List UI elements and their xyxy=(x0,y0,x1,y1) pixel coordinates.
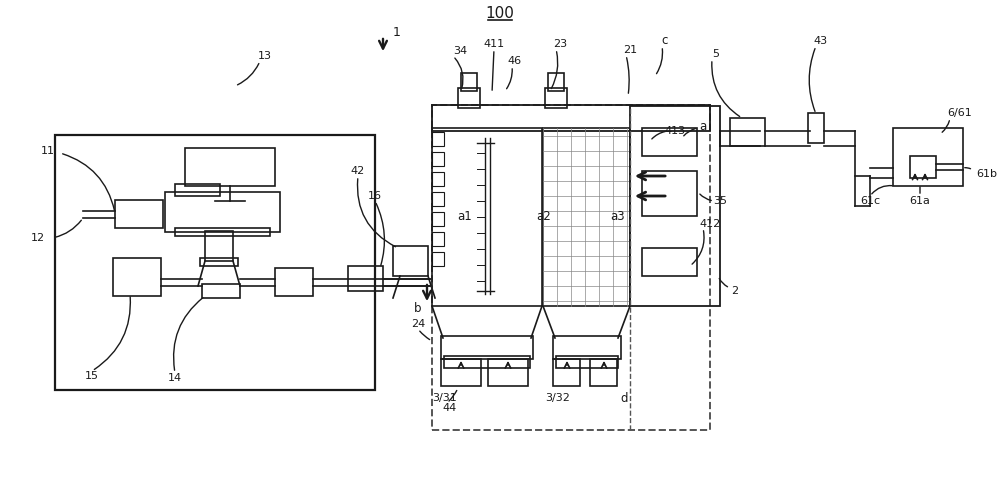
Bar xyxy=(185,148,275,186)
Bar xyxy=(432,105,710,131)
Bar xyxy=(432,232,444,246)
Bar xyxy=(393,246,428,276)
Bar xyxy=(893,128,963,186)
Bar xyxy=(55,135,375,390)
Bar xyxy=(432,212,444,226)
Bar xyxy=(432,128,542,306)
Text: 46: 46 xyxy=(508,56,522,66)
Text: c: c xyxy=(662,35,668,48)
Bar xyxy=(488,359,528,386)
Text: a3: a3 xyxy=(611,209,625,223)
Bar xyxy=(202,284,240,298)
Text: 61a: 61a xyxy=(910,196,930,206)
Text: b: b xyxy=(414,302,422,315)
Bar xyxy=(205,231,233,261)
Bar xyxy=(543,128,630,306)
Text: a2: a2 xyxy=(537,209,551,223)
Text: 11: 11 xyxy=(41,146,55,156)
Text: 21: 21 xyxy=(623,45,637,55)
Text: 44: 44 xyxy=(443,403,457,413)
Bar xyxy=(432,192,444,206)
Text: 24: 24 xyxy=(411,319,425,329)
Bar xyxy=(165,192,280,232)
Text: 3/31: 3/31 xyxy=(433,393,457,403)
Bar xyxy=(590,359,617,386)
Text: 411: 411 xyxy=(483,39,505,49)
Text: 413: 413 xyxy=(664,126,686,136)
Bar xyxy=(545,88,567,108)
Bar xyxy=(175,184,220,196)
Bar xyxy=(730,118,765,146)
Text: 3/32: 3/32 xyxy=(546,393,570,403)
Bar xyxy=(432,105,710,430)
Bar xyxy=(175,228,270,236)
Text: 16: 16 xyxy=(368,191,382,201)
Bar xyxy=(348,266,383,291)
Bar xyxy=(200,258,238,266)
Text: a: a xyxy=(699,120,707,133)
Text: 1: 1 xyxy=(393,27,401,39)
Bar xyxy=(432,152,444,166)
Text: 34: 34 xyxy=(453,46,467,56)
Bar xyxy=(432,132,444,146)
Text: 100: 100 xyxy=(486,6,514,21)
Bar xyxy=(461,73,477,91)
Text: 35: 35 xyxy=(713,196,727,206)
Text: 13: 13 xyxy=(258,51,272,61)
Bar xyxy=(642,248,697,276)
Text: 43: 43 xyxy=(813,36,827,46)
Bar xyxy=(642,128,697,156)
Bar xyxy=(910,156,936,178)
Bar xyxy=(441,359,481,386)
Text: 14: 14 xyxy=(168,373,182,383)
Text: 412: 412 xyxy=(699,219,721,229)
Bar xyxy=(115,200,163,228)
Text: 12: 12 xyxy=(31,233,45,243)
Bar xyxy=(556,356,618,368)
Text: d: d xyxy=(620,392,628,404)
Text: a1: a1 xyxy=(458,209,472,223)
Bar xyxy=(630,106,720,306)
Bar xyxy=(441,336,533,359)
Bar xyxy=(432,172,444,186)
Text: 23: 23 xyxy=(553,39,567,49)
Text: 15: 15 xyxy=(85,371,99,381)
Bar xyxy=(275,268,313,296)
Text: 6/61: 6/61 xyxy=(948,108,972,118)
Bar xyxy=(432,252,444,266)
Bar xyxy=(808,113,824,143)
Text: 42: 42 xyxy=(351,166,365,176)
Bar xyxy=(548,73,564,91)
Text: 5: 5 xyxy=(712,49,720,59)
Bar xyxy=(444,356,530,368)
Bar xyxy=(553,336,621,359)
Bar xyxy=(553,359,580,386)
Bar xyxy=(642,171,697,216)
Text: 61c: 61c xyxy=(860,196,880,206)
Text: 2: 2 xyxy=(731,286,739,296)
Bar xyxy=(113,258,161,296)
Bar xyxy=(458,88,480,108)
Text: 61b: 61b xyxy=(976,169,997,179)
